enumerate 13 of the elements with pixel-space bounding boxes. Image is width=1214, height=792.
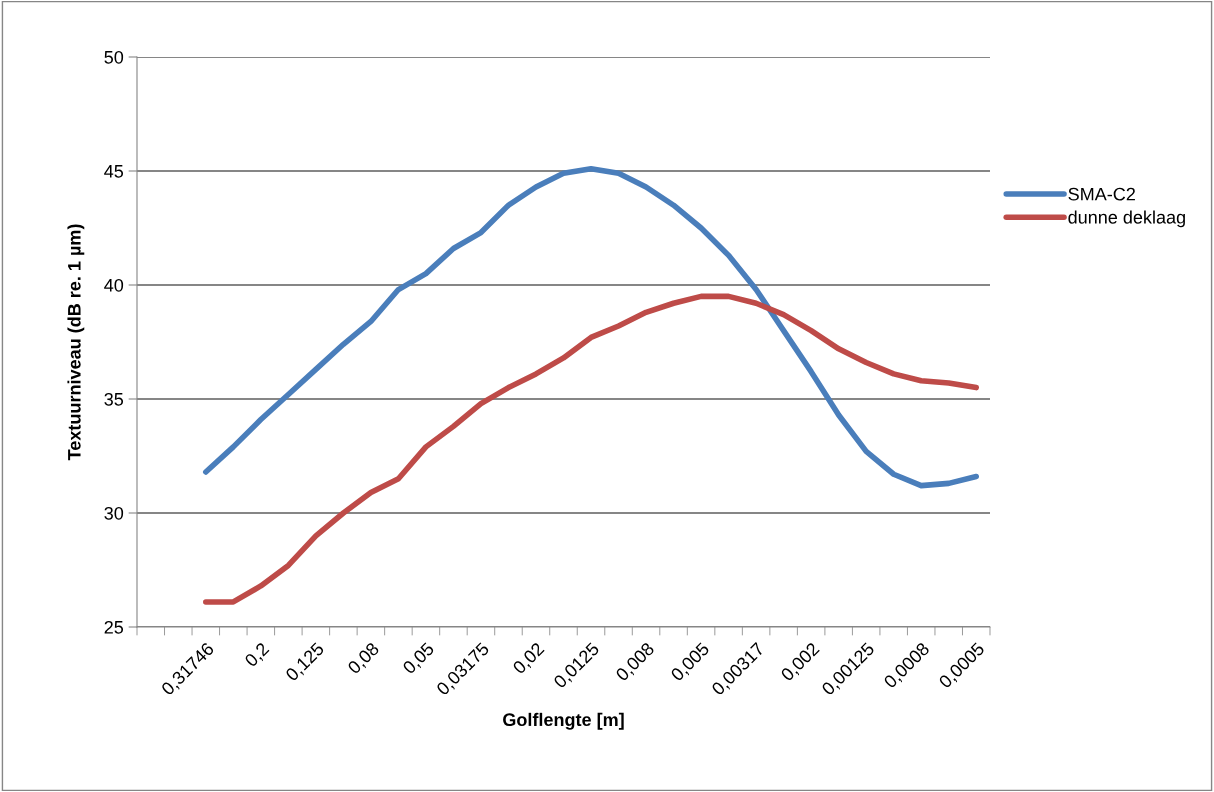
x-axis-title: Golflengte [m] (503, 712, 624, 730)
y-tick-label: 45 (104, 165, 124, 178)
x-tick-label: 0,2 (243, 641, 272, 670)
y-tick-label: 50 (104, 50, 124, 64)
x-tick-label: 0,02 (511, 641, 547, 677)
x-tick-label: 0,08 (346, 641, 382, 677)
legend-label: dunne deklaag (1068, 210, 1185, 228)
y-tick-label: 30 (104, 506, 124, 520)
legend-label: SMA-C2 (1068, 187, 1135, 201)
y-tick-label: 40 (104, 278, 124, 292)
y-tick-label: 35 (104, 392, 124, 406)
y-tick-label: 25 (104, 620, 124, 634)
y-axis-title: Textuurniveau (dB re. 1 µm) (67, 224, 85, 461)
